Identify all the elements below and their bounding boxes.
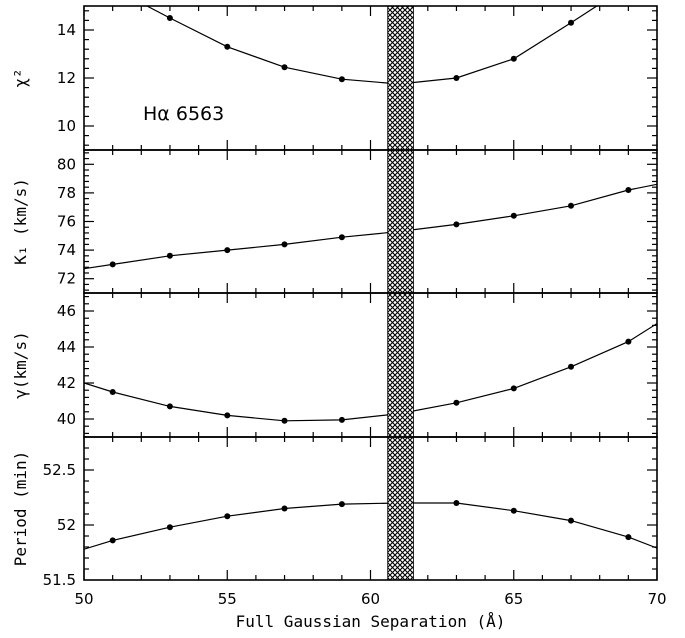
data-point — [453, 399, 460, 406]
line-annotation: Hα 6563 — [143, 103, 224, 125]
data-point — [625, 534, 632, 541]
data-point — [338, 416, 345, 423]
panel-frame — [83, 436, 658, 581]
chart-panels: 10 12 14 χ² 72 74 76 78 80 K₁ (km/s) 40 42 44 46 γ(km/… — [11, 6, 658, 589]
y-tick-label: 72 — [57, 270, 76, 288]
panel-frame — [83, 149, 658, 294]
y-tick-label: 78 — [57, 184, 76, 202]
panel-frame — [83, 5, 658, 151]
x-tick-label: 55 — [218, 590, 237, 608]
y-tick-label: 46 — [57, 302, 76, 320]
x-tick-label: 50 — [74, 590, 93, 608]
data-point — [109, 261, 116, 268]
data-point — [510, 55, 517, 62]
x-tick-labels: 50 55 60 65 70 — [74, 590, 666, 608]
data-point — [625, 187, 632, 193]
series-line — [146, 6, 598, 85]
panel-3: 40 42 44 46 γ(km/s) — [11, 293, 658, 437]
data-point — [510, 212, 517, 219]
data-point — [625, 338, 632, 345]
data-point — [109, 389, 116, 395]
series-line — [84, 323, 657, 422]
data-point — [453, 75, 460, 81]
series-line — [84, 183, 657, 270]
data-point — [453, 500, 460, 506]
data-point — [510, 507, 517, 514]
data-point — [166, 403, 173, 410]
y-tick-label: 40 — [57, 410, 76, 428]
axis-frames — [83, 5, 658, 581]
x-tick-label: 70 — [647, 590, 666, 608]
data-point — [224, 513, 231, 520]
y-tick-label: 42 — [57, 374, 76, 392]
data-point — [166, 15, 173, 21]
data-point — [568, 202, 574, 209]
x-axis-label: Full Gaussian Separation (Å) — [236, 612, 506, 631]
data-point — [568, 363, 574, 370]
data-point — [224, 247, 231, 254]
y-tick-label: 44 — [57, 338, 76, 356]
y-axis-label: χ² — [11, 68, 30, 87]
panel-4: 51.5 52 52.5 Period (min) — [11, 437, 658, 589]
data-point — [166, 252, 173, 259]
data-point — [109, 537, 116, 544]
data-point — [338, 76, 345, 83]
data-point — [224, 412, 231, 419]
data-point — [453, 221, 460, 228]
panel-1: 10 12 14 χ² — [11, 6, 658, 150]
y-tick-label: 52 — [57, 516, 76, 534]
y-tick-label: 74 — [57, 241, 76, 259]
data-point — [281, 64, 288, 71]
data-point — [338, 234, 345, 241]
data-point — [568, 19, 574, 26]
data-point — [281, 241, 288, 248]
y-tick-label: 12 — [57, 69, 76, 87]
y-axis-label: Period (min) — [11, 451, 30, 567]
y-tick-label: 51.5 — [43, 571, 76, 589]
y-axis-label: K₁ (km/s) — [11, 178, 30, 265]
data-point — [281, 505, 288, 512]
y-tick-label: 76 — [57, 213, 76, 231]
y-axis-label: γ(km/s) — [11, 331, 30, 398]
data-point — [510, 385, 517, 392]
y-tick-label: 10 — [57, 117, 76, 135]
data-point — [224, 43, 231, 50]
data-point — [568, 517, 574, 524]
series-line — [84, 502, 657, 550]
x-tick-label: 65 — [504, 590, 523, 608]
y-tick-label: 80 — [57, 155, 76, 173]
y-tick-label: 52.5 — [43, 461, 76, 479]
data-point — [281, 417, 288, 424]
data-point — [166, 524, 173, 531]
data-point — [338, 501, 345, 508]
panel-2: 72 74 76 78 80 K₁ (km/s) — [11, 150, 658, 293]
y-tick-label: 14 — [57, 21, 76, 39]
x-tick-label: 60 — [361, 590, 380, 608]
